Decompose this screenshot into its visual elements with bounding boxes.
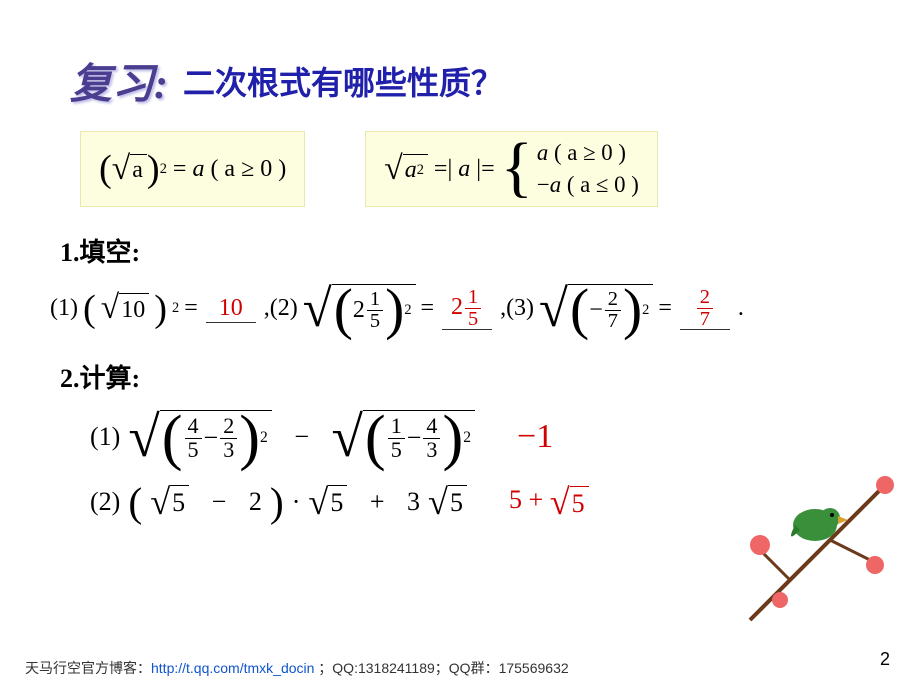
f2-inner: a xyxy=(405,157,417,184)
c2-tag: (2) xyxy=(90,487,120,517)
f1-exp: 2 xyxy=(160,161,167,178)
c1c: 2 xyxy=(220,415,237,438)
c2s3: 5 xyxy=(448,485,467,518)
f2-eq2: = xyxy=(481,156,495,183)
c1e2: 2 xyxy=(463,429,471,447)
f2-absL: | xyxy=(447,156,452,183)
section1-problems: (1) ( √10 )2 = 10 ,(2) √ ( 2 15 )2 = 215… xyxy=(0,279,920,333)
f1-cond: ( a ≥ 0 ) xyxy=(210,156,286,183)
c1-ans: −1 xyxy=(517,418,553,456)
c2dot: · xyxy=(292,487,301,517)
p2-tag: ,(2) xyxy=(264,295,298,322)
f2-c2n: − xyxy=(537,172,550,197)
section1-label: 1.填空: xyxy=(60,232,920,269)
page-number: 2 xyxy=(880,649,890,670)
p3-eq: = xyxy=(658,295,672,322)
p3-exp: 2 xyxy=(642,302,649,319)
f2-eq1: = xyxy=(434,156,448,183)
c1m1: − xyxy=(204,423,219,453)
c1f: 5 xyxy=(388,439,405,461)
c2two: 2 xyxy=(249,487,262,517)
p3-period: . xyxy=(738,295,744,322)
p1-inner: 10 xyxy=(119,293,149,323)
c2s1: 5 xyxy=(170,485,189,518)
f2-c1c: ( a ≥ 0 ) xyxy=(554,140,626,165)
review-label: 复习: xyxy=(70,50,168,111)
c2aa: 5 xyxy=(509,485,522,514)
c2as: 5 xyxy=(570,486,589,519)
c2s2: 5 xyxy=(328,485,347,518)
f2-c2v: a xyxy=(550,172,561,197)
p1-eq: = xyxy=(184,295,198,322)
c1e: 1 xyxy=(388,415,405,438)
p1-tag: (1) xyxy=(50,295,78,322)
section2-label: 2.计算: xyxy=(60,358,920,395)
c1b: 5 xyxy=(185,439,202,461)
p2-aw: 2 xyxy=(451,294,463,320)
p1-ans: 10 xyxy=(206,295,256,323)
formula-2: √a2 = | a | = { a ( a ≥ 0 ) −a ( a ≤ 0 ) xyxy=(365,131,658,207)
p2-eq: = xyxy=(421,295,435,322)
p1-exp: 2 xyxy=(172,300,179,317)
footer-t1: 天马行空官方博客： xyxy=(25,660,151,676)
p2-ad: 5 xyxy=(465,309,481,329)
p3-tag: ,(3) xyxy=(500,295,534,322)
c2m: − xyxy=(212,487,227,517)
c1a: 4 xyxy=(185,415,202,438)
p3-ad: 7 xyxy=(697,309,713,329)
c1g: 4 xyxy=(423,415,440,438)
footer-t2: ；QQ:1318241189；QQ群：175569632 xyxy=(314,660,568,676)
p3-an: 2 xyxy=(697,287,713,308)
f2-c1v: a xyxy=(537,140,548,165)
title-row: 复习: 二次根式有哪些性质？ xyxy=(0,0,920,111)
f2-c2c: ( a ≤ 0 ) xyxy=(567,172,639,197)
p3-num: 2 xyxy=(605,289,621,310)
c1h: 3 xyxy=(423,439,440,461)
formula-1: ( √a ) 2 = a ( a ≥ 0 ) xyxy=(80,131,305,207)
p2-whole: 2 xyxy=(353,297,365,324)
c1-tag: (1) xyxy=(90,422,120,452)
f1-inner: a xyxy=(130,154,147,184)
c2p: + xyxy=(370,487,385,517)
p2-an: 1 xyxy=(465,287,481,308)
footer-text: 天马行空官方博客：http://t.qq.com/tmxk_docin ；QQ:… xyxy=(25,658,569,678)
footer-link[interactable]: http://t.qq.com/tmxk_docin xyxy=(151,660,314,676)
formulas-row: ( √a ) 2 = a ( a ≥ 0 ) √a2 = | a | = { a… xyxy=(0,111,920,207)
f2-exp: 2 xyxy=(417,162,424,179)
title-question: 二次根式有哪些性质？ xyxy=(183,58,503,104)
p3-den: 7 xyxy=(605,311,621,331)
c1e1: 2 xyxy=(260,429,268,447)
f1-eq: = xyxy=(173,156,187,183)
c1m2: − xyxy=(407,423,422,453)
c2three: 3 xyxy=(407,487,420,517)
c1d: 3 xyxy=(220,439,237,461)
p3-neg: − xyxy=(589,297,603,324)
p2-den: 5 xyxy=(367,311,383,331)
f1-rhs: a xyxy=(192,156,204,183)
bird-blossom-icon xyxy=(730,450,910,630)
c1mm: − xyxy=(294,422,309,452)
p2-num: 1 xyxy=(367,289,383,310)
f2-absA: a xyxy=(458,156,470,183)
p2-exp: 2 xyxy=(404,302,411,319)
c2ap: + xyxy=(529,485,544,514)
